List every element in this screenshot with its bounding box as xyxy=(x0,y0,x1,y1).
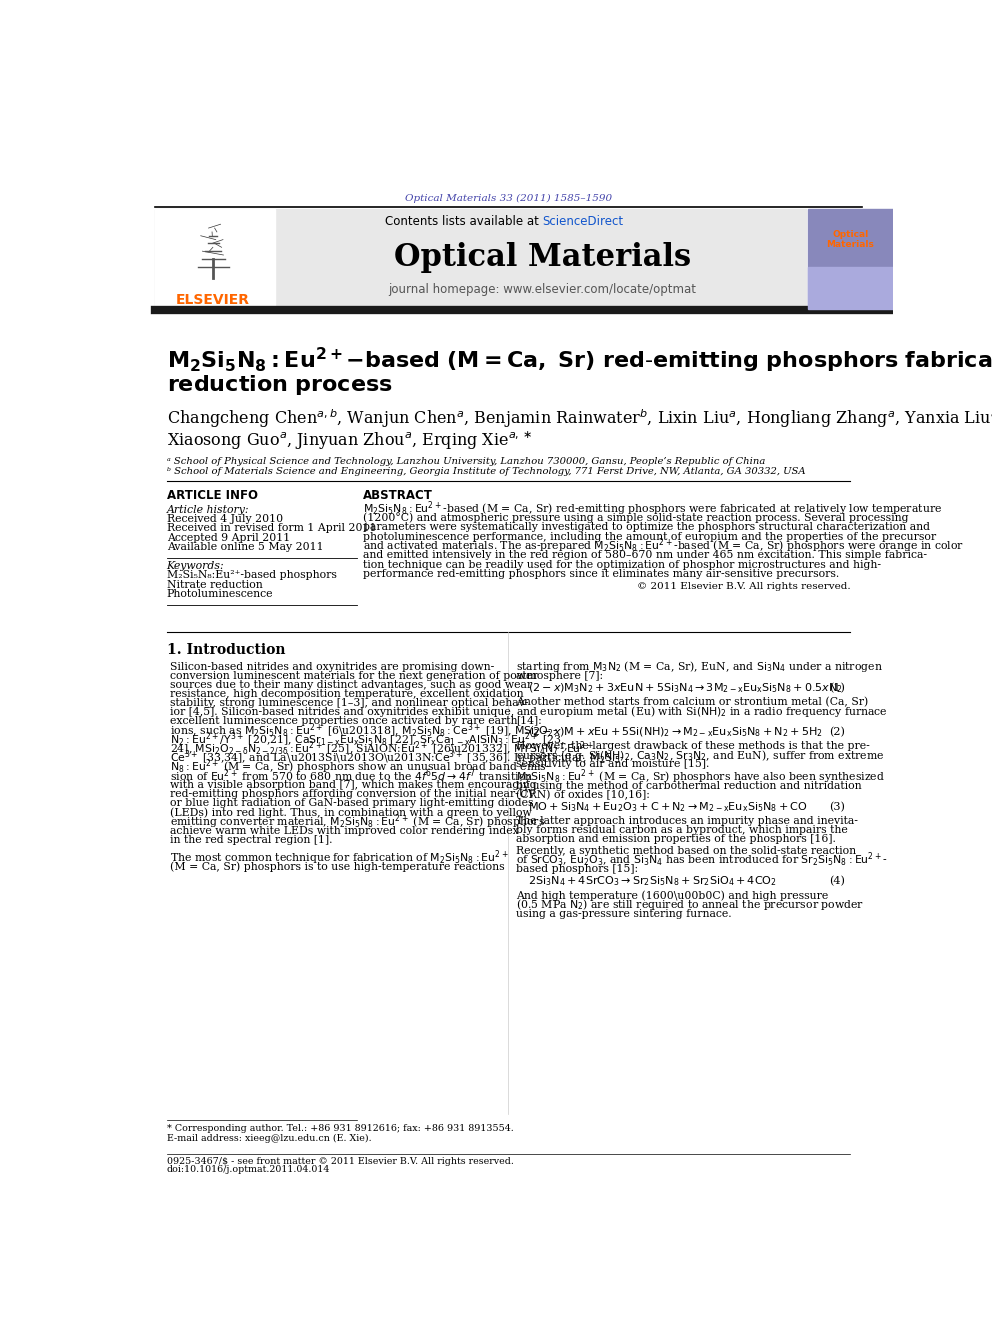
Bar xyxy=(155,209,806,308)
Text: sensitivity to air and moisture [15].: sensitivity to air and moisture [15]. xyxy=(516,759,709,770)
Text: Contents lists available at: Contents lists available at xyxy=(385,216,543,229)
Text: (4): (4) xyxy=(829,876,845,886)
Text: Another method starts from calcium or strontium metal (Ca, Sr): Another method starts from calcium or st… xyxy=(516,697,868,708)
Text: bly forms residual carbon as a byproduct, which impairs the: bly forms residual carbon as a byproduct… xyxy=(516,826,848,835)
Text: Changcheng Chen$^{a,b}$, Wanjun Chen$^{a}$, Benjamin Rainwater$^{b}$, Lixin Liu$: Changcheng Chen$^{a,b}$, Wanjun Chen$^{a… xyxy=(167,407,992,430)
Text: and activated materials. The as-prepared $\mathrm{M_2Si_5N_8{:}Eu^{2+}}$-based (: and activated materials. The as-prepared… xyxy=(363,537,963,556)
Text: of $\mathrm{SrCO_3}$, $\mathrm{Eu_2O_3}$, and $\mathrm{Si_3N_4}$ has been introd: of $\mathrm{SrCO_3}$, $\mathrm{Eu_2O_3}$… xyxy=(516,851,888,869)
Text: Accepted 9 April 2011: Accepted 9 April 2011 xyxy=(167,533,290,542)
Text: parameters were systematically investigated to optimize the phosphors structural: parameters were systematically investiga… xyxy=(363,523,930,532)
Text: ScienceDirect: ScienceDirect xyxy=(543,216,624,229)
Text: M₂Si₅N₈:Eu²⁺-based phosphors: M₂Si₅N₈:Eu²⁺-based phosphors xyxy=(167,570,336,581)
Text: (3): (3) xyxy=(829,802,845,812)
Text: based phosphors [15]:: based phosphors [15]: xyxy=(516,864,638,875)
Text: ᵃ School of Physical Science and Technology, Lanzhou University, Lanzhou 730000,: ᵃ School of Physical Science and Technol… xyxy=(167,456,765,466)
Text: $\mathrm{MO} + \mathrm{Si_3N_4} + \mathrm{Eu_2O_3} + \mathrm{C} + \mathrm{N_2} \: $\mathrm{MO} + \mathrm{Si_3N_4} + \mathr… xyxy=(528,800,807,814)
Text: ABSTRACT: ABSTRACT xyxy=(363,488,433,501)
Text: Recently, a synthetic method based on the solid-state reaction: Recently, a synthetic method based on th… xyxy=(516,847,856,856)
Text: Silicon-based nitrides and oxynitrides are promising down-: Silicon-based nitrides and oxynitrides a… xyxy=(171,662,495,672)
Text: (2): (2) xyxy=(829,728,845,737)
Text: atmosphere [7]:: atmosphere [7]: xyxy=(516,671,603,681)
Text: $\mathrm{N_8{:}Eu^{2+}}$ (M = Ca, Sr) phosphors show an unusual broad band emis-: $\mathrm{N_8{:}Eu^{2+}}$ (M = Ca, Sr) ph… xyxy=(171,758,552,777)
Text: excellent luminescence properties once activated by rare earth: excellent luminescence properties once a… xyxy=(171,717,518,726)
Text: $(2-x)\mathrm{M} + x\mathrm{Eu} + 5\mathrm{Si(NH)_2} \rightarrow \mathrm{M_{2-x}: $(2-x)\mathrm{M} + x\mathrm{Eu} + 5\math… xyxy=(528,725,822,740)
Text: $\mathrm{M_2Si_5N_8{:}Eu^{2+}}$-based (M = Ca, Sr) red-emitting phosphors were f: $\mathrm{M_2Si_5N_8{:}Eu^{2+}}$-based (M… xyxy=(363,499,941,517)
Text: (1): (1) xyxy=(829,683,845,693)
Text: The most common technique for fabrication of $\mathrm{M_2Si_5N_8{:}Eu^{2+}}$: The most common technique for fabricatio… xyxy=(171,848,509,867)
Text: ARTICLE INFO: ARTICLE INFO xyxy=(167,488,258,501)
Text: Xiaosong Guo$^{a}$, Jinyuan Zhou$^{a}$, Erqing Xie$^{a,\ast}$: Xiaosong Guo$^{a}$, Jinyuan Zhou$^{a}$, … xyxy=(167,429,533,451)
Text: with a visible absorption band [7], which makes them encouraging: with a visible absorption band [7], whic… xyxy=(171,781,537,790)
Text: achieve warm white LEDs with improved color rendering index: achieve warm white LEDs with improved co… xyxy=(171,826,519,836)
Text: doi:10.1016/j.optmat.2011.04.014: doi:10.1016/j.optmat.2011.04.014 xyxy=(167,1164,330,1174)
Text: Photoluminescence: Photoluminescence xyxy=(167,589,273,599)
Text: $(2-x)\mathrm{M_3N_2} + 3x\mathrm{EuN} + 5\mathrm{Si_3N_4} \rightarrow 3\mathrm{: $(2-x)\mathrm{M_3N_2} + 3x\mathrm{EuN} +… xyxy=(528,681,843,695)
Text: Received in revised form 1 April 2011: Received in revised form 1 April 2011 xyxy=(167,524,376,533)
Text: resistance, high decomposition temperature, excellent oxidation: resistance, high decomposition temperatu… xyxy=(171,689,524,700)
Text: E-mail address: xieeg@lzu.edu.cn (E. Xie).: E-mail address: xieeg@lzu.edu.cn (E. Xie… xyxy=(167,1134,371,1143)
Bar xyxy=(807,209,893,308)
Text: $\mathrm{N_2{:}Eu^{2+}/Y^{3+}}$ [20,21], $\mathrm{CaSr_{1-x}Eu_xSi_5N_8}$ [22], : $\mathrm{N_2{:}Eu^{2+}/Y^{3+}}$ [20,21],… xyxy=(171,730,565,749)
Text: 0925-3467/$ - see front matter © 2011 Elsevier B.V. All rights reserved.: 0925-3467/$ - see front matter © 2011 El… xyxy=(167,1156,514,1166)
Text: starting from $\mathrm{M_3N_2}$ (M = Ca, Sr), EuN, and $\mathrm{Si_3N_4}$ under : starting from $\mathrm{M_3N_2}$ (M = Ca,… xyxy=(516,659,883,675)
Text: The latter approach introduces an impurity phase and inevita-: The latter approach introduces an impuri… xyxy=(516,816,858,826)
Text: Received 4 July 2010: Received 4 July 2010 xyxy=(167,515,283,524)
Text: performance red-emitting phosphors since it eliminates many air-sensitive precur: performance red-emitting phosphors since… xyxy=(363,569,839,579)
Text: ᵇ School of Materials Science and Engineering, Georgia Institute of Technology, : ᵇ School of Materials Science and Engine… xyxy=(167,467,806,476)
Text: Keywords:: Keywords: xyxy=(167,561,224,572)
Text: sion of $\mathrm{Eu^{2+}}$ from 570 to 680 nm due to the $4f^65d \rightarrow 4f^: sion of $\mathrm{Eu^{2+}}$ from 570 to 6… xyxy=(171,767,534,785)
Text: Optical
Materials: Optical Materials xyxy=(826,230,874,249)
Text: Nitrate reduction: Nitrate reduction xyxy=(167,579,262,590)
Text: photoluminescence performance, including the amount of europium and the properti: photoluminescence performance, including… xyxy=(363,532,935,541)
Text: sources due to their many distinct advantages, such as good wear: sources due to their many distinct advan… xyxy=(171,680,533,691)
Text: and emitted intensively in the red region of 580–670 nm under 465 nm excitation.: and emitted intensively in the red regio… xyxy=(363,550,927,561)
Bar xyxy=(155,209,275,308)
Text: (1200°C) and atmospheric pressure using a simple solid-state reaction process. S: (1200°C) and atmospheric pressure using … xyxy=(363,512,909,523)
Text: (CRN) of oxides [10,16]:: (CRN) of oxides [10,16]: xyxy=(516,790,650,800)
Text: * Corresponding author. Tel.: +86 931 8912616; fax: +86 931 8913554.: * Corresponding author. Tel.: +86 931 89… xyxy=(167,1125,514,1134)
Text: ior [4,5]. Silicon-based nitrides and oxynitrides exhibit unique,: ior [4,5]. Silicon-based nitrides and ox… xyxy=(171,708,515,717)
Bar xyxy=(807,266,893,308)
Text: cursors (e.g. Si$(\mathrm{NH})_2$, $\mathrm{Ca_3N_2}$, $\mathrm{Sr_3N_2}$, and E: cursors (e.g. Si$(\mathrm{NH})_2$, $\mat… xyxy=(516,747,885,763)
Text: Article history:: Article history: xyxy=(167,505,249,515)
Text: [14]:: [14]: xyxy=(516,716,542,725)
Text: and europium metal (Eu) with Si$(\mathrm{NH})_2$ in a radio frequency furnace: and europium metal (Eu) with Si$(\mathrm… xyxy=(516,704,888,718)
Text: conversion luminescent materials for the next generation of power: conversion luminescent materials for the… xyxy=(171,671,538,681)
Text: journal homepage: www.elsevier.com/locate/optmat: journal homepage: www.elsevier.com/locat… xyxy=(389,283,696,296)
Text: $2\mathrm{Si_3N_4} + 4\mathrm{SrCO_3} \rightarrow \mathrm{Sr_2Si_5N_8} + \mathrm: $2\mathrm{Si_3N_4} + 4\mathrm{SrCO_3} \r… xyxy=(528,875,777,888)
Text: tion technique can be readily used for the optimization of phosphor microstructu: tion technique can be readily used for t… xyxy=(363,560,881,570)
Text: $\mathrm{M_2Si_5N_8{:}Eu^{2+}}$ (M = Ca, Sr) phosphors have also been synthesize: $\mathrm{M_2Si_5N_8{:}Eu^{2+}}$ (M = Ca,… xyxy=(516,767,885,786)
Text: © 2011 Elsevier B.V. All rights reserved.: © 2011 Elsevier B.V. All rights reserved… xyxy=(637,582,850,591)
Text: $\mathbf{reduction\ process}$: $\mathbf{reduction\ process}$ xyxy=(167,373,392,397)
Text: stability, strong luminescence [1–3], and nonlinear optical behav-: stability, strong luminescence [1–3], an… xyxy=(171,699,529,708)
Text: by using the method of carbothermal reduction and nitridation: by using the method of carbothermal redu… xyxy=(516,781,862,791)
Text: And high temperature (1600\u00b0C) and high pressure: And high temperature (1600\u00b0C) and h… xyxy=(516,890,828,901)
Text: (0.5 MPa $\mathrm{N_2}$) are still required to anneal the precursor powder: (0.5 MPa $\mathrm{N_2}$) are still requi… xyxy=(516,897,864,912)
Text: using a gas-pressure sintering furnace.: using a gas-pressure sintering furnace. xyxy=(516,909,732,918)
Text: emitting converter material, $\mathrm{M_2Si_5N_8{:}Eu^{2+}}$ (M = Ca, Sr) phosph: emitting converter material, $\mathrm{M_… xyxy=(171,812,546,831)
Text: Available online 5 May 2011: Available online 5 May 2011 xyxy=(167,542,323,552)
Text: or blue light radiation of GaN-based primary light-emitting diodes: or blue light radiation of GaN-based pri… xyxy=(171,798,534,808)
Text: (M = Ca, Sr) phosphors is to use high-temperature reactions: (M = Ca, Sr) phosphors is to use high-te… xyxy=(171,861,505,872)
Text: 1. Introduction: 1. Introduction xyxy=(167,643,285,658)
Text: 24], $\mathrm{MSi_2O_{2-\delta}N_{2-2/3\delta}{:}Eu^{2+}}$ [25], SiAlON:$\mathrm: 24], $\mathrm{MSi_2O_{2-\delta}N_{2-2/3\… xyxy=(171,740,599,758)
Text: in the red spectral region [1].: in the red spectral region [1]. xyxy=(171,835,333,844)
Text: (LEDs) into red light. Thus, in combination with a green to yellow: (LEDs) into red light. Thus, in combinat… xyxy=(171,807,533,818)
Text: ELSEVIER: ELSEVIER xyxy=(177,292,250,307)
Text: Optical Materials 33 (2011) 1585–1590: Optical Materials 33 (2011) 1585–1590 xyxy=(405,194,612,204)
Text: Optical Materials: Optical Materials xyxy=(394,242,691,273)
Text: red-emitting phosphors affording conversion of the initial near-UV: red-emitting phosphors affording convers… xyxy=(171,789,537,799)
Text: $\mathbf{M_2Si_5N_8{:}Eu^{2+}}$$\mathbf{-based\ (M = Ca,\ Sr)\ red\text{-}emitti: $\mathbf{M_2Si_5N_8{:}Eu^{2+}}$$\mathbf{… xyxy=(167,345,992,376)
Text: However, the largest drawback of these methods is that the pre-: However, the largest drawback of these m… xyxy=(516,741,870,751)
Text: $\mathrm{Ce^{3+}}$ [33,34], and La\u2013Si\u2013O\u2013N:$\mathrm{Ce^{3+}}$ [35,: $\mathrm{Ce^{3+}}$ [33,34], and La\u2013… xyxy=(171,749,625,767)
Text: absorption and emission properties of the phosphors [16].: absorption and emission properties of th… xyxy=(516,833,836,844)
Text: ions, such as $\mathrm{M_2Si_5N_8{:}Eu^{2+}}$ [6\u201318], $\mathrm{M_2Si_5N_8{:: ions, such as $\mathrm{M_2Si_5N_8{:}Eu^{… xyxy=(171,721,558,740)
